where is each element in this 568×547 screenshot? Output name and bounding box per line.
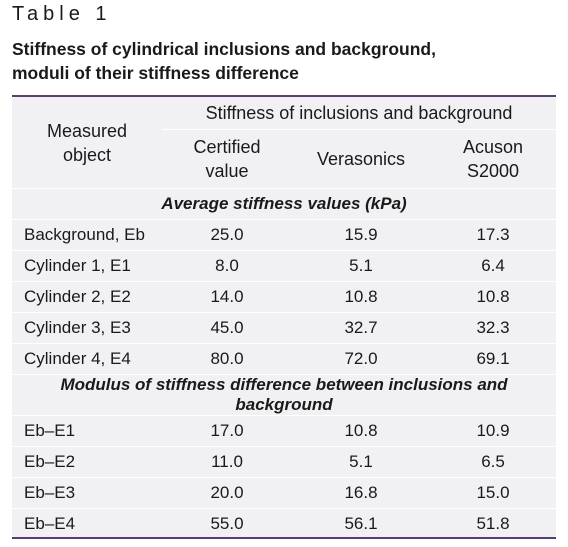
table-caption: Stiffness of cylindrical inclusions and … bbox=[12, 37, 436, 85]
acuson-value-cell: 69.1 bbox=[430, 343, 557, 375]
verasonics-value-cell: 10.8 bbox=[292, 415, 430, 447]
table-label: Table 1 bbox=[12, 3, 112, 25]
verasonics-value-cell: 56.1 bbox=[344, 514, 378, 533]
verasonics-value-cell: 10.8 bbox=[292, 281, 430, 313]
row-name-cell: Eb–E1 bbox=[12, 415, 162, 447]
header-measured-line-1: Measured bbox=[46, 120, 128, 141]
table-row: Cylinder 1, E1 8.0 5.1 6.4 bbox=[12, 250, 557, 282]
data-table: Measured object Stiffness of inclusions … bbox=[12, 95, 557, 540]
section-header-row: Average stiffness values (kPa) bbox=[12, 188, 557, 220]
table-row: Background, Eb 25.0 15.9 17.3 bbox=[12, 219, 557, 251]
row-name-cell: Cylinder 2, E2 bbox=[12, 281, 162, 313]
certified-value-cell: 80.0 bbox=[162, 343, 292, 375]
table-row: Cylinder 3, E3 45.0 32.7 32.3 bbox=[12, 312, 557, 344]
acuson-value-cell: 10.8 bbox=[430, 281, 557, 313]
header-acuson-line-1: Acuson bbox=[462, 137, 524, 157]
row-name-cell: Eb–E2 bbox=[12, 446, 162, 478]
certified-value-cell: 14.0 bbox=[162, 281, 292, 313]
acuson-value-cell: 15.0 bbox=[430, 477, 557, 509]
acuson-value-cell: 6.5 bbox=[430, 446, 557, 478]
acuson-value-cell: 32.3 bbox=[430, 312, 557, 344]
acuson-value-cell: 17.3 bbox=[430, 219, 557, 251]
caption-line-2: moduli of their stiffness difference bbox=[12, 63, 299, 83]
table-row: Eb–E3 20.0 16.8 15.0 bbox=[12, 477, 557, 509]
table-row: Eb–E1 17.0 10.8 10.9 bbox=[12, 415, 557, 447]
header-certified-line-1: Certified bbox=[193, 137, 261, 157]
header-certified-value: Certified value bbox=[162, 129, 292, 189]
verasonics-value-cell: 16.8 bbox=[292, 477, 430, 509]
table-row: Cylinder 2, E2 14.0 10.8 10.8 bbox=[12, 281, 557, 313]
certified-value-cell: 25.0 bbox=[162, 219, 292, 251]
stiffness-table: Measured object Stiffness of inclusions … bbox=[12, 97, 557, 540]
row-name-cell: Cylinder 1, E1 bbox=[12, 250, 162, 282]
table-row: Eb–E4 55.0 56.1 51.8 bbox=[12, 509, 556, 540]
certified-value-cell: 11.0 bbox=[162, 446, 292, 478]
row-name-cell: Background, Eb bbox=[12, 219, 162, 251]
row-name-cell: Eb–E4 bbox=[24, 514, 76, 533]
header-verasonics-label: Verasonics bbox=[316, 149, 406, 169]
header-acuson-line-2: S2000 bbox=[466, 161, 520, 181]
verasonics-value-cell: 5.1 bbox=[292, 446, 430, 478]
certified-value-cell: 20.0 bbox=[162, 477, 292, 509]
row-name-cell: Cylinder 4, E4 bbox=[12, 343, 162, 375]
header-measured-line-2: object bbox=[62, 144, 112, 165]
header-certified-line-2: value bbox=[205, 161, 249, 181]
header-group-label: Stiffness of inclusions and background bbox=[205, 102, 513, 123]
verasonics-value-cell: 72.0 bbox=[292, 343, 430, 375]
section-title: Modulus of stiffness difference between … bbox=[12, 374, 557, 416]
certified-value-cell: 45.0 bbox=[162, 312, 292, 344]
row-name-cell: Eb–E3 bbox=[12, 477, 162, 509]
verasonics-value-cell: 5.1 bbox=[292, 250, 430, 282]
table-row: Eb–E2 11.0 5.1 6.5 bbox=[12, 446, 557, 478]
acuson-value-cell: 51.8 bbox=[476, 514, 510, 533]
table-row: Cylinder 4, E4 80.0 72.0 69.1 bbox=[12, 343, 557, 375]
certified-value-cell: 55.0 bbox=[210, 514, 244, 533]
certified-value-cell: 17.0 bbox=[162, 415, 292, 447]
section-title: Average stiffness values (kPa) bbox=[12, 188, 557, 220]
table-body: Average stiffness values (kPa) Background… bbox=[12, 188, 557, 540]
section-header-row: Modulus of stiffness difference between … bbox=[12, 374, 557, 416]
header-acuson: Acuson S2000 bbox=[430, 129, 557, 189]
header-stiffness-group: Stiffness of inclusions and background bbox=[162, 97, 556, 130]
acuson-value-cell: 10.9 bbox=[430, 415, 557, 447]
verasonics-value-cell: 15.9 bbox=[292, 219, 430, 251]
acuson-value-cell: 6.4 bbox=[430, 250, 557, 282]
row-name-cell: Cylinder 3, E3 bbox=[12, 312, 162, 344]
header-verasonics: Verasonics bbox=[292, 129, 430, 189]
verasonics-value-cell: 32.7 bbox=[292, 312, 430, 344]
header-measured-object: Measured object bbox=[12, 97, 162, 189]
certified-value-cell: 8.0 bbox=[162, 250, 292, 282]
caption-line-1: Stiffness of cylindrical inclusions and … bbox=[12, 39, 436, 59]
